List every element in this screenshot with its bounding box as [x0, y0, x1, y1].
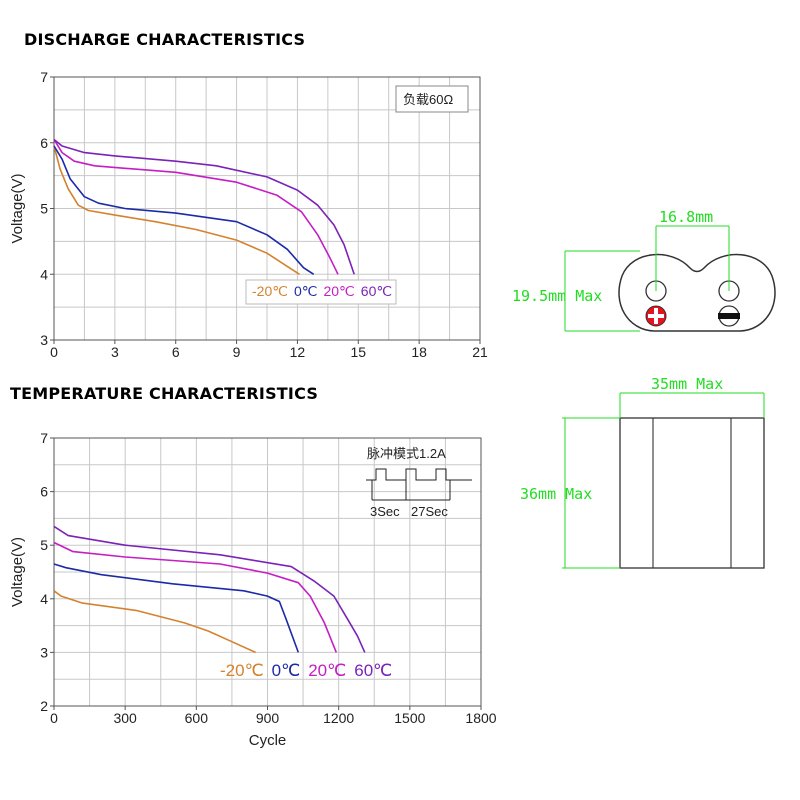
discharge-x-axis-label: Time(h) [241, 366, 292, 383]
y-tick-label: 4 [40, 591, 48, 607]
x-tick-label: 18 [411, 344, 427, 360]
pulse-diagram [366, 468, 472, 501]
y-tick-label: 4 [40, 266, 48, 282]
series-line-1 [53, 145, 300, 275]
terminal-spacing-label: 16.8mm [659, 208, 713, 226]
x-tick-label: 15 [350, 344, 366, 360]
y-tick-label: 2 [40, 698, 48, 714]
legend-entry: 60℃ [361, 283, 392, 299]
legend-entry: 0℃ [272, 661, 301, 680]
legend-entry: -20℃ [252, 283, 288, 299]
x-tick-label: 600 [185, 710, 209, 726]
y-tick-label: 6 [40, 135, 48, 151]
x-tick-label: 12 [290, 344, 306, 360]
pulse-label-27sec: 27Sec [411, 504, 448, 519]
legend-box [245, 279, 397, 305]
x-tick-label: 0 [50, 710, 58, 726]
discharge-y-axis-label: Voltage(V) [9, 173, 26, 243]
legend-entry: 60℃ [354, 661, 392, 680]
legend-entry: 20℃ [308, 661, 346, 680]
temperature-grid [53, 437, 482, 707]
temperature-heading: TEMPERATURE CHARACTERISTICS [10, 384, 319, 403]
temperature-y-axis-label: Voltage(V) [9, 537, 26, 607]
series-line-1 [53, 590, 256, 654]
terminal-spacing-dimension [564, 225, 730, 332]
series-line-4 [53, 525, 366, 653]
side-view-drawing: 35mm Max 36mm Max [520, 375, 765, 569]
battery-side-outline [619, 417, 765, 569]
x-tick-label: 900 [256, 710, 280, 726]
size-dimensions [562, 392, 765, 569]
y-tick-label: 7 [40, 430, 48, 446]
x-tick-label: 21 [472, 344, 488, 360]
load-annotation: 负载60Ω [403, 92, 453, 107]
y-tick-label: 6 [40, 484, 48, 500]
x-tick-label: 300 [113, 710, 137, 726]
width-dimension-label: 36mm Max [520, 485, 592, 503]
x-tick-label: 3 [111, 344, 119, 360]
series-line-2 [53, 145, 315, 275]
x-tick-label: 0 [50, 344, 58, 360]
height-dimension-label: 19.5mm Max [512, 287, 602, 305]
y-tick-label: 3 [40, 332, 48, 348]
x-tick-label: 1500 [394, 710, 425, 726]
temperature-series [53, 525, 366, 654]
discharge-series [53, 138, 355, 275]
legend-entry: 0℃ [294, 283, 318, 299]
y-tick-label: 5 [40, 201, 48, 217]
series-line-2 [53, 563, 300, 653]
legend-entry: 20℃ [323, 283, 354, 299]
terminal-drawing: 16.8mm 19.5mm Max [512, 208, 776, 332]
series-line-4 [53, 138, 355, 275]
temperature-x-axis-label: Cycle [249, 732, 287, 749]
x-tick-label: 6 [172, 344, 180, 360]
discharge-legend: -20℃ 0℃ 20℃ 60℃ [245, 279, 397, 305]
discharge-heading: DISCHARGE CHARACTERISTICS [24, 30, 306, 49]
y-tick-label: 7 [40, 69, 48, 85]
temperature-legend: -20℃ 0℃ 20℃ 60℃ [220, 661, 392, 680]
load-annotation-box [395, 85, 469, 113]
pulse-annotation: 脉冲模式1.2A [367, 446, 446, 461]
temperature-ticks: 0 300 600 900 1200 1500 1800 2 3 4 5 6 7 [40, 430, 497, 726]
battery-top-outline [618, 253, 776, 332]
pulse-label-3sec: 3Sec [370, 504, 400, 519]
series-line-3 [53, 541, 338, 653]
x-tick-label: 9 [233, 344, 241, 360]
series-line-3 [53, 139, 339, 275]
length-dimension-label: 35mm Max [651, 375, 723, 393]
legend-entry: -20℃ [220, 661, 264, 680]
x-tick-label: 1800 [465, 710, 496, 726]
y-tick-label: 5 [40, 537, 48, 553]
x-tick-label: 1200 [323, 710, 354, 726]
y-tick-label: 3 [40, 644, 48, 660]
